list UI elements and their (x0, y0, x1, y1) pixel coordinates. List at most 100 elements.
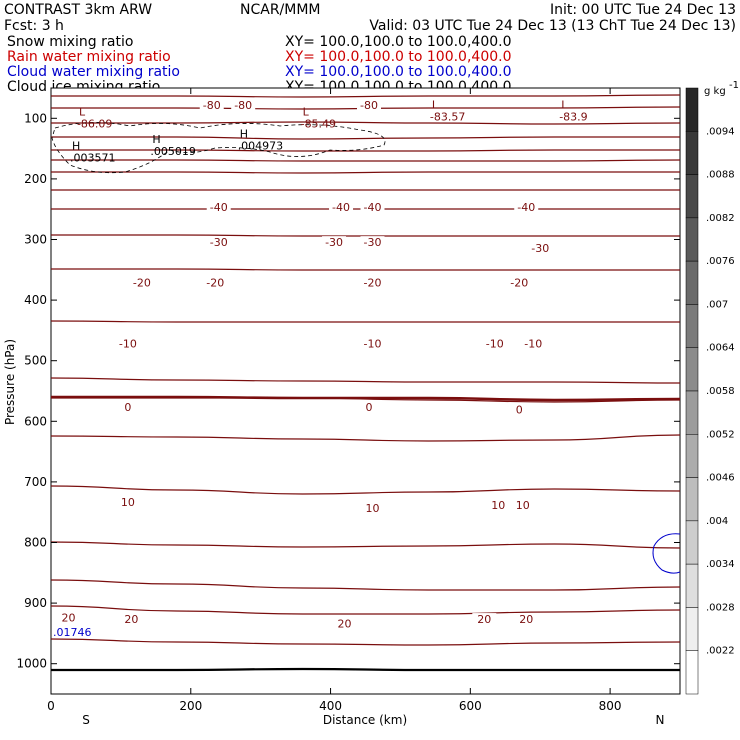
colorbar-tick-label: .0028 (706, 602, 735, 613)
contour-label-bg (231, 99, 256, 112)
extremum-mark: H (72, 140, 80, 153)
contour-label: -40 (364, 201, 382, 214)
south-label: S (82, 713, 90, 727)
contour-label: -10 (486, 337, 504, 350)
extremum-value: -85.49 (301, 118, 336, 131)
colorbar-swatch (685, 650, 699, 695)
y-tick-label: 300 (24, 233, 47, 247)
y-tick-label: 1000 (16, 657, 47, 671)
legend-xy-0: XY= 100.0,100.0 to 100.0,400.0 (285, 34, 512, 50)
contour-label: -20 (133, 277, 151, 290)
legend-xy-1: XY= 100.0,100.0 to 100.0,400.0 (285, 49, 512, 65)
isotherm-line (50, 159, 681, 162)
isotherm-line (50, 434, 681, 442)
y-tick-label: 700 (24, 475, 47, 489)
surface-line (51, 667, 680, 672)
contour-label: -10 (119, 337, 137, 350)
contour-label: -80 (203, 99, 221, 112)
colorbar-tick-label: .004 (706, 516, 728, 527)
contour-label: -30 (325, 236, 343, 249)
contour-label-bg (360, 200, 385, 213)
isotherm-line (50, 485, 681, 495)
contour-label-bg (360, 276, 385, 289)
legend: Snow mixing ratio XY= 100.0,100.0 to 100.… (7, 34, 512, 95)
contour-label: -30 (364, 236, 382, 249)
colorbar-swatch (685, 304, 699, 348)
contour-label: 20 (124, 613, 138, 626)
contour-label-bg (360, 502, 385, 515)
extremum-mark: L (303, 106, 310, 119)
x-tick-label: 800 (599, 699, 622, 713)
contour-label: -40 (517, 201, 535, 214)
legend-name-2: Cloud water mixing ratio (7, 64, 180, 80)
valid-time: Valid: 03 UTC Tue 24 Dec 13 (13 ChT Tue … (369, 18, 736, 34)
model-title: CONTRAST 3km ARW (4, 2, 152, 18)
colorbar-tick-label: .0076 (706, 256, 735, 267)
colorbar-tick-label: .007 (706, 299, 728, 310)
y-tick-label: 900 (24, 596, 47, 610)
legend-name-1: Rain water mixing ratio (7, 49, 171, 65)
x-tick-label: 600 (459, 699, 482, 713)
x-tick-label: 400 (319, 699, 342, 713)
colorbar: .0094 .0088 .0082 .0076 .007 .0064 .0058 .0052.… (685, 80, 739, 695)
extremum-mark: H (152, 133, 160, 146)
y-tick-label: 400 (24, 293, 47, 307)
isotherm-line (50, 377, 681, 384)
contour-label-bg (115, 400, 140, 413)
colorbar-swatch (685, 477, 699, 522)
colorbar-swatch (685, 174, 699, 219)
contour-label-bg (472, 613, 497, 626)
x-axis-label: Distance (km) (323, 713, 407, 727)
isotherm-line (51, 268, 680, 271)
isotherm-line (50, 149, 680, 152)
center-title: NCAR/MMM (240, 2, 321, 18)
extremum-value: .003571 (70, 152, 116, 165)
contour-label-bg (482, 337, 507, 350)
contour-label-bg (115, 496, 140, 509)
contour-label-bg (199, 99, 224, 112)
contour-label-bg (356, 400, 381, 413)
contour-label-bg (514, 200, 539, 213)
colorbar-tick-label: .0094 (706, 126, 735, 137)
contour-label: -10 (364, 337, 382, 350)
contour-label-bg (329, 200, 354, 213)
contour-label: 10 (121, 496, 135, 509)
contour-label: -40 (332, 201, 350, 214)
contour-label-bg (507, 276, 532, 289)
legend-xy-2: XY= 100.0,100.0 to 100.0,400.0 (285, 64, 512, 80)
isotherm-line (50, 320, 680, 323)
colorbar-swatch (685, 520, 699, 565)
extremum-value: .005019 (150, 145, 196, 158)
cloud-water-contour (652, 533, 681, 574)
contour-label: 20 (519, 613, 533, 626)
colorbar-tick-label: .0052 (706, 429, 735, 440)
contour-label: -10 (524, 337, 542, 350)
colorbar-swatch (685, 390, 699, 435)
north-label: N (656, 713, 665, 727)
contour-label-bg (332, 617, 357, 630)
contour-label-bg (521, 337, 546, 350)
x-tick-label: 200 (179, 699, 202, 713)
colorbar-swatch (685, 434, 699, 478)
contour-label-bg (119, 613, 144, 626)
plot-frame (50, 87, 681, 695)
isotherm-line (50, 136, 680, 140)
isotherm-line (50, 94, 681, 98)
colorbar-swatch (685, 563, 699, 608)
contour-label: -20 (510, 277, 528, 290)
colorbar-tick-label: .0064 (706, 343, 735, 354)
init-time: Init: 00 UTC Tue 24 Dec 13 (550, 2, 736, 18)
y-tick-label: 100 (24, 111, 47, 125)
contour-label: 10 (365, 502, 379, 515)
contour-label-bg (206, 200, 231, 213)
contour-label-bg (56, 611, 81, 624)
contour-label-bg (203, 276, 228, 289)
colorbar-swatch (685, 347, 699, 392)
colorbar-tick-label: .0058 (706, 386, 735, 397)
contour-label-bg (510, 499, 535, 512)
contour-label-bg (322, 236, 347, 249)
contour-label: -40 (210, 201, 228, 214)
contour-label: -20 (206, 277, 224, 290)
extremum-mark: H (240, 127, 248, 140)
